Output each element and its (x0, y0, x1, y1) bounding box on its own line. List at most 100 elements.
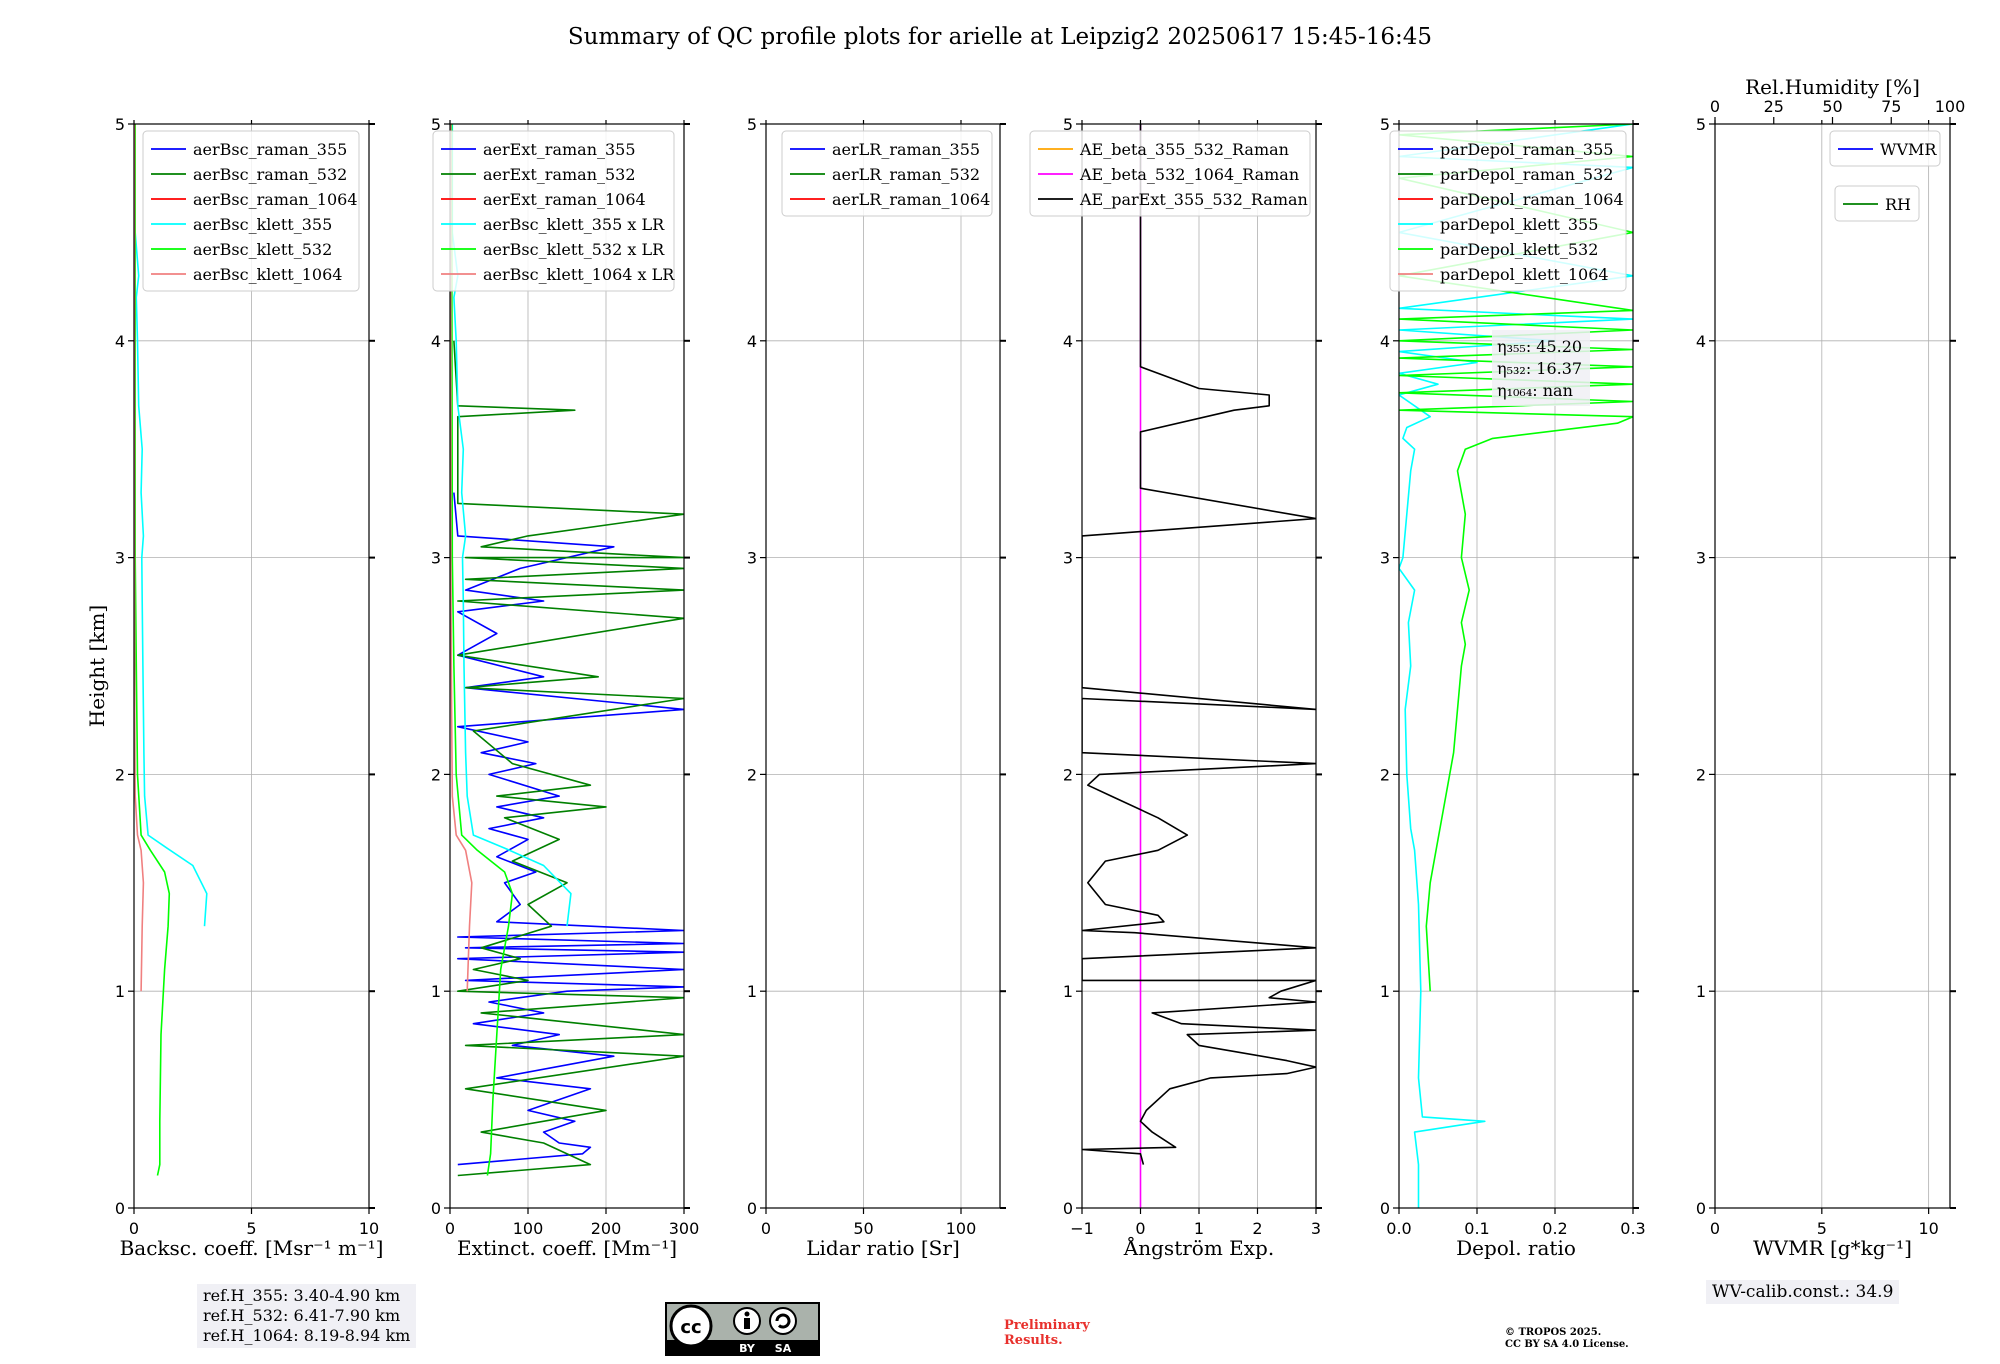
eta-line: η₅₃₂: 16.37 (1497, 359, 1582, 378)
legend: AE_beta_355_532_Raman AE_beta_532_1064_Ra… (1029, 130, 1311, 217)
y-tick-label: 0 (1380, 1199, 1390, 1218)
y-tick-label: 4 (431, 332, 441, 351)
legend-label: parDepol_raman_532 (1440, 165, 1613, 184)
top-x-tick-label: 25 (1764, 97, 1784, 116)
series-line-aerbsc-klett-532 (134, 124, 171, 1176)
legend-box (781, 130, 993, 217)
y-tick-label: 5 (1380, 115, 1390, 134)
legend-box (1029, 130, 1311, 217)
y-tick-label: 2 (1380, 765, 1390, 784)
x-tick-label: 1 (1194, 1219, 1204, 1238)
legend-label: aerExt_raman_1064 (483, 190, 646, 209)
x-tick-label: 300 (669, 1219, 700, 1238)
legend: WVMR (1829, 130, 1941, 167)
legend-label: AE_beta_355_532_Raman (1079, 140, 1289, 159)
y-tick-label: 1 (747, 982, 757, 1001)
legend-label: aerBsc_klett_532 x LR (483, 240, 665, 259)
y-tick-label: 2 (747, 765, 757, 784)
wv-calibration-constant: WV-calib.const.: 34.9 (1712, 1282, 1894, 1302)
ref-height-1064: ref.H_1064: 8.19-8.94 km (203, 1326, 411, 1345)
legend-box (1829, 130, 1941, 167)
top-x-tick-label: 75 (1881, 97, 1901, 116)
cc-by-sa-badge: cc BY SA (665, 1302, 820, 1356)
legend-label: parDepol_klett_1064 (1440, 265, 1609, 284)
y-tick-label: 1 (115, 982, 125, 1001)
series-line-pardepol-klett-355 (1399, 124, 1633, 1208)
y-tick-label: 4 (1380, 332, 1390, 351)
x-tick-label: 0 (445, 1219, 455, 1238)
series-line-ae-parext-355-532-raman (1082, 124, 1316, 1165)
x-tick-label: 10 (1918, 1219, 1938, 1238)
x-tick-label: 0.0 (1386, 1219, 1411, 1238)
y-tick-label: 3 (747, 549, 757, 568)
legend-box (432, 130, 675, 292)
y-tick-label: 0 (1063, 1199, 1073, 1218)
axes-frame (449, 123, 685, 1209)
x-tick-label: 50 (853, 1219, 873, 1238)
x-tick-label: 200 (591, 1219, 622, 1238)
annotation-box (1492, 330, 1590, 406)
ref-height-355: ref.H_355: 3.40-4.90 km (203, 1286, 401, 1305)
series-line-aerext-raman-532 (453, 340, 684, 1177)
y-tick-label: 1 (431, 982, 441, 1001)
x-axis-label: Ångström Exp. (1123, 1235, 1274, 1260)
y-tick-label: 2 (431, 765, 441, 784)
series-line-pardepol-klett-532 (1399, 124, 1633, 992)
by-label: BY (739, 1342, 756, 1355)
series-group (450, 124, 684, 1177)
y-tick-label: 4 (747, 332, 757, 351)
legend: RH (1834, 185, 1920, 222)
cc-logo-text: cc (680, 1317, 701, 1338)
y-tick-label: 3 (115, 549, 125, 568)
legend-label: aerLR_raman_532 (832, 165, 980, 184)
x-axis-label: WVMR [g*kg⁻¹] (1753, 1236, 1912, 1260)
x-tick-label: 100 (513, 1219, 544, 1238)
y-tick-label: 3 (1380, 549, 1390, 568)
x-axis-label: Backsc. coeff. [Msr⁻¹ m⁻¹] (120, 1236, 384, 1260)
x-tick-label: 5 (1817, 1219, 1827, 1238)
y-tick-label: 5 (115, 115, 125, 134)
eta-line: η₃₅₅: 45.20 (1497, 337, 1582, 356)
y-tick-label: 0 (1696, 1199, 1706, 1218)
legend-label: RH (1885, 195, 1911, 214)
legend-label: aerBsc_klett_355 (193, 215, 332, 234)
cc-logo-icon (669, 1304, 713, 1348)
y-tick-label: 4 (115, 332, 125, 351)
y-tick-label: 0 (431, 1199, 441, 1218)
legend: aerExt_raman_355 aerExt_raman_532 aerExt_r… (432, 130, 675, 292)
series-line-aerbsc-klett-1064-x-lr (450, 124, 473, 992)
x-tick-label: 2 (1252, 1219, 1262, 1238)
y-axis-label: Height [km] (85, 605, 109, 727)
panel-ext: 0 100 200 300 0 1 2 3 4 5 Extinct. coeff. [Mm⁻¹] ae… (431, 115, 699, 1260)
x-tick-label: 5 (246, 1219, 256, 1238)
legend-label: aerExt_raman_532 (483, 165, 636, 184)
y-tick-label: 4 (1696, 332, 1706, 351)
y-tick-label: 1 (1380, 982, 1390, 1001)
y-tick-label: 1 (1063, 982, 1073, 1001)
x-tick-label: 0.1 (1464, 1219, 1489, 1238)
series-group (1082, 124, 1316, 1208)
legend-label: aerBsc_raman_355 (193, 140, 347, 159)
x-tick-label: −1 (1070, 1219, 1094, 1238)
y-tick-label: 0 (115, 1199, 125, 1218)
y-tick-label: 2 (1696, 765, 1706, 784)
legend-label: AE_beta_532_1064_Raman (1079, 165, 1299, 184)
x-tick-label: 0 (1135, 1219, 1145, 1238)
legend-label: aerBsc_klett_532 (193, 240, 332, 259)
legend-label: parDepol_raman_1064 (1440, 190, 1624, 209)
top-x-tick-label: 0 (1710, 97, 1720, 116)
legend-label: aerExt_raman_355 (483, 140, 636, 159)
legend-label: parDepol_klett_532 (1440, 240, 1598, 259)
y-tick-label: 0 (747, 1199, 757, 1218)
panel-depol: 0.0 0.1 0.2 0.3 0 1 2 3 4 5 Depol. ratio parDepol_r… (1380, 115, 1646, 1260)
top-x-tick-label: 50 (1822, 97, 1842, 116)
y-tick-label: 3 (1063, 549, 1073, 568)
x-tick-label: 0 (1710, 1219, 1720, 1238)
preliminary-notice: Preliminary Results. (1004, 1318, 1090, 1348)
top-axis-label: Rel.Humidity [%] (1745, 75, 1920, 99)
legend-box (142, 130, 360, 292)
